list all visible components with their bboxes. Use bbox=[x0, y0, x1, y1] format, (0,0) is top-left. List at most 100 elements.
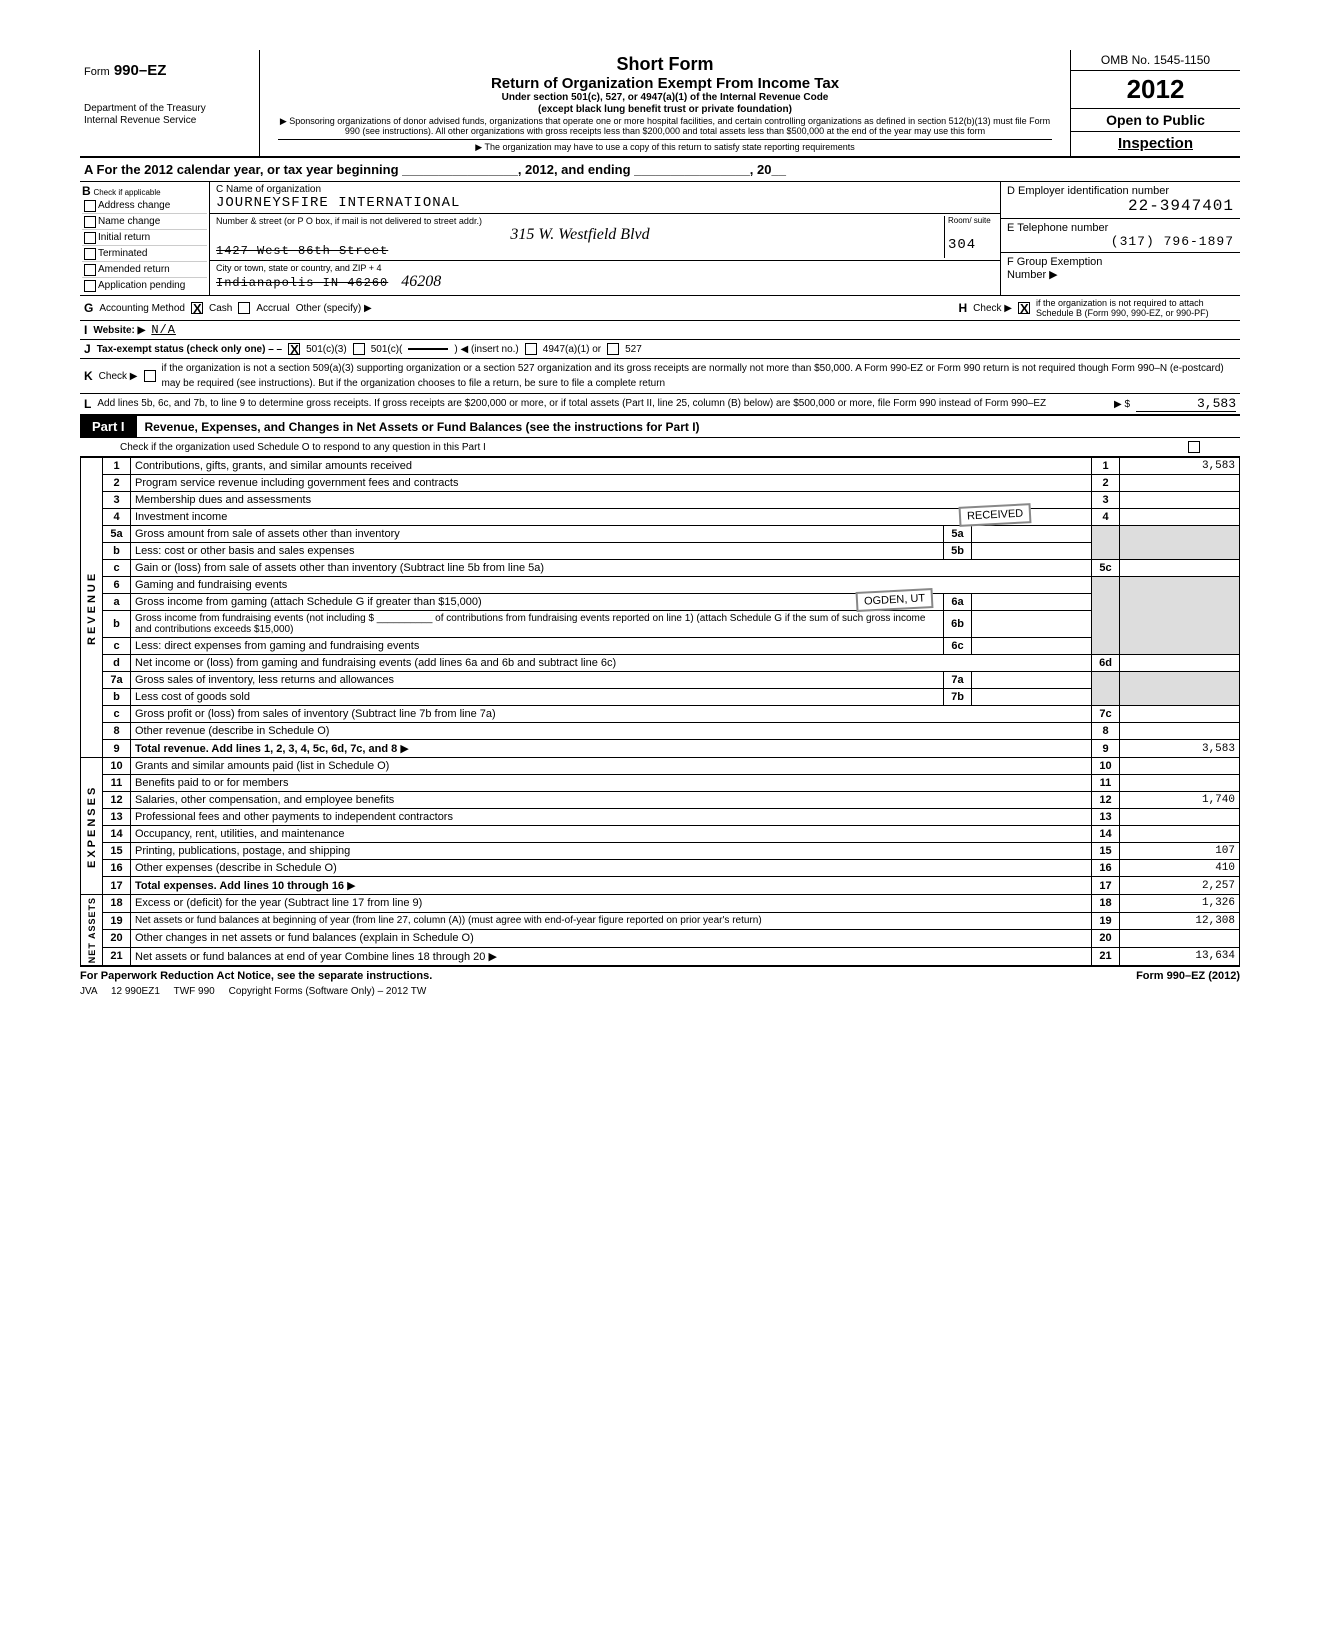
l11-ref: 11 bbox=[1092, 775, 1120, 792]
cb-initial-return[interactable]: Initial return bbox=[82, 230, 207, 246]
l6-shade bbox=[1092, 577, 1120, 655]
h-letter: H bbox=[959, 301, 968, 315]
part1-title: Revenue, Expenses, and Changes in Net As… bbox=[137, 420, 700, 434]
l7a-inner-amt bbox=[972, 672, 1092, 689]
cb-k[interactable] bbox=[144, 370, 156, 382]
cb-h[interactable] bbox=[1018, 302, 1030, 314]
l3-amt bbox=[1120, 492, 1240, 509]
instructions-1: ▶ Sponsoring organizations of donor advi… bbox=[278, 116, 1052, 137]
l16-desc: Other expenses (describe in Schedule O) bbox=[131, 860, 1092, 877]
l6-num: 6 bbox=[103, 577, 131, 594]
l7c-ref: 7c bbox=[1092, 706, 1120, 723]
l2-num: 2 bbox=[103, 475, 131, 492]
opt-527: 527 bbox=[625, 344, 642, 355]
cb-app-pending[interactable]: Application pending bbox=[82, 278, 207, 293]
part1-check-row: Check if the organization used Schedule … bbox=[80, 438, 1240, 457]
e-label: E Telephone number bbox=[1007, 222, 1234, 234]
l4-desc: Investment income RECEIVED bbox=[131, 509, 1092, 526]
row-g-h: G Accounting Method Cash Accrual Other (… bbox=[80, 296, 1240, 321]
room-number: 304 bbox=[948, 225, 994, 253]
l15-ref: 15 bbox=[1092, 843, 1120, 860]
cb-501c3[interactable] bbox=[288, 343, 300, 355]
l14-desc: Occupancy, rent, utilities, and maintena… bbox=[131, 826, 1092, 843]
section-c: C Name of organization JOURNEYSFIRE INTE… bbox=[210, 182, 1000, 295]
section-a: A For the 2012 calendar year, or tax yea… bbox=[80, 158, 1240, 182]
twf: TWF 990 bbox=[174, 986, 215, 997]
l17-desc: Total expenses. Add lines 10 through 16 … bbox=[131, 877, 1092, 895]
l10-num: 10 bbox=[103, 758, 131, 775]
h-text: if the organization is not required to a… bbox=[1036, 298, 1236, 318]
form-number-box: Form 990–EZ Department of the Treasury I… bbox=[80, 50, 260, 156]
l3-ref: 3 bbox=[1092, 492, 1120, 509]
l-amount: 3,583 bbox=[1136, 396, 1236, 412]
title-except: (except black lung benefit trust or priv… bbox=[278, 104, 1052, 116]
l17-num: 17 bbox=[103, 877, 131, 895]
l8-desc: Other revenue (describe in Schedule O) bbox=[131, 723, 1092, 740]
opt-501c-suffix: ) ◀ (insert no.) bbox=[454, 344, 518, 355]
l21-num: 21 bbox=[103, 947, 131, 966]
k-text: if the organization is not a section 509… bbox=[162, 361, 1237, 391]
l15-amt: 107 bbox=[1120, 843, 1240, 860]
l2-amt bbox=[1120, 475, 1240, 492]
l5b-inner-amt bbox=[972, 543, 1092, 560]
cb-cash[interactable] bbox=[191, 302, 203, 314]
h-check-label: Check ▶ bbox=[973, 303, 1012, 314]
l6d-desc: Net income or (loss) from gaming and fun… bbox=[131, 655, 1092, 672]
l14-ref: 14 bbox=[1092, 826, 1120, 843]
l5b-desc: Less: cost or other basis and sales expe… bbox=[131, 543, 944, 560]
g-letter: G bbox=[84, 301, 93, 315]
cb-address-change[interactable]: Address change bbox=[82, 198, 207, 214]
l19-amt: 12,308 bbox=[1120, 912, 1240, 930]
l18-num: 18 bbox=[103, 895, 131, 913]
cb-terminated[interactable]: Terminated bbox=[82, 246, 207, 262]
l11-amt bbox=[1120, 775, 1240, 792]
title-main: Short Form bbox=[278, 54, 1052, 75]
section-b: B Check if applicable Address change Nam… bbox=[80, 182, 210, 295]
f-label: F Group Exemption bbox=[1007, 256, 1102, 268]
l17-ref: 17 bbox=[1092, 877, 1120, 895]
footer-right: Form 990–EZ (2012) bbox=[1136, 970, 1240, 982]
cb-name-change[interactable]: Name change bbox=[82, 214, 207, 230]
l2-desc: Program service revenue including govern… bbox=[131, 475, 1092, 492]
omb-number: OMB No. 1545-1150 bbox=[1071, 50, 1240, 71]
cb-4947[interactable] bbox=[525, 343, 537, 355]
cb-part1[interactable] bbox=[1188, 441, 1200, 453]
city-struck: Indianapolis IN 46260 bbox=[216, 276, 388, 290]
l-arrow: ▶ $ bbox=[1114, 399, 1130, 410]
l12-amt: 1,740 bbox=[1120, 792, 1240, 809]
l6-shade2 bbox=[1120, 577, 1240, 655]
accrual-label: Accrual bbox=[256, 303, 289, 314]
street-handwritten: 315 W. Westfield Blvd bbox=[216, 226, 944, 244]
cb-527[interactable] bbox=[607, 343, 619, 355]
room-label: Room/ suite bbox=[948, 216, 994, 225]
l16-amt: 410 bbox=[1120, 860, 1240, 877]
c-name-label: C Name of organization bbox=[216, 184, 994, 195]
l5c-desc: Gain or (loss) from sale of assets other… bbox=[131, 560, 1092, 577]
cb-amended[interactable]: Amended return bbox=[82, 262, 207, 278]
l10-amt bbox=[1120, 758, 1240, 775]
l9-desc-text: Total revenue. Add lines 1, 2, 3, 4, 5c,… bbox=[135, 743, 397, 755]
l16-num: 16 bbox=[103, 860, 131, 877]
footer-left: For Paperwork Reduction Act Notice, see … bbox=[80, 970, 432, 982]
copyright: Copyright Forms (Software Only) – 2012 T… bbox=[229, 986, 427, 997]
insert-no-box[interactable] bbox=[408, 348, 448, 350]
l5a-num: 5a bbox=[103, 526, 131, 543]
l6-desc: Gaming and fundraising events bbox=[131, 577, 1092, 594]
website-value: N/A bbox=[151, 323, 176, 337]
b-note: Check if applicable bbox=[93, 188, 160, 197]
part1-check-text: Check if the organization used Schedule … bbox=[120, 442, 486, 453]
part1-header: Part I Revenue, Expenses, and Changes in… bbox=[80, 414, 1240, 438]
l2-ref: 2 bbox=[1092, 475, 1120, 492]
b-letter: B bbox=[82, 184, 91, 198]
cb-501c[interactable] bbox=[353, 343, 365, 355]
l3-num: 3 bbox=[103, 492, 131, 509]
expenses-side-label: EXPENSES bbox=[81, 758, 103, 895]
l1-num: 1 bbox=[103, 458, 131, 475]
l6c-inner-amt bbox=[972, 638, 1092, 655]
row-i: I Website: ▶ N/A bbox=[80, 321, 1240, 340]
l4-amt bbox=[1120, 509, 1240, 526]
j-label: Tax-exempt status (check only one) – – bbox=[97, 344, 282, 355]
l21-ref: 21 bbox=[1092, 947, 1120, 966]
cb-accrual[interactable] bbox=[238, 302, 250, 314]
l13-ref: 13 bbox=[1092, 809, 1120, 826]
